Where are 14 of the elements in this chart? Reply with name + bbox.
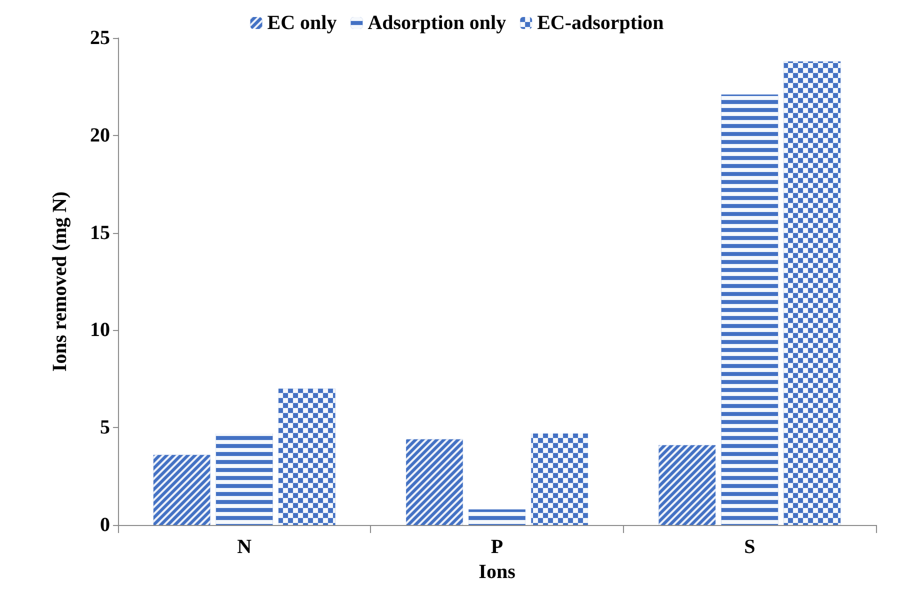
y-tick-label: 15	[90, 222, 110, 244]
y-tick-label: 0	[100, 514, 110, 536]
y-axis-title: Ions removed (mg N)	[49, 191, 71, 372]
x-tick-label: S	[744, 536, 756, 558]
y-tick-label: 25	[90, 27, 110, 49]
y-tick-label: 20	[90, 124, 110, 146]
y-tick-label: 10	[90, 319, 110, 342]
legend-label: EC-adsorption	[537, 12, 664, 34]
x-tick-label: N	[237, 536, 252, 558]
x-axis-title: Ions	[478, 560, 516, 583]
x-tick-label: P	[490, 536, 504, 558]
legend-label: Adsorption only	[368, 12, 506, 34]
y-tick-label: 5	[100, 416, 110, 439]
legend-label: EC only	[267, 12, 337, 34]
